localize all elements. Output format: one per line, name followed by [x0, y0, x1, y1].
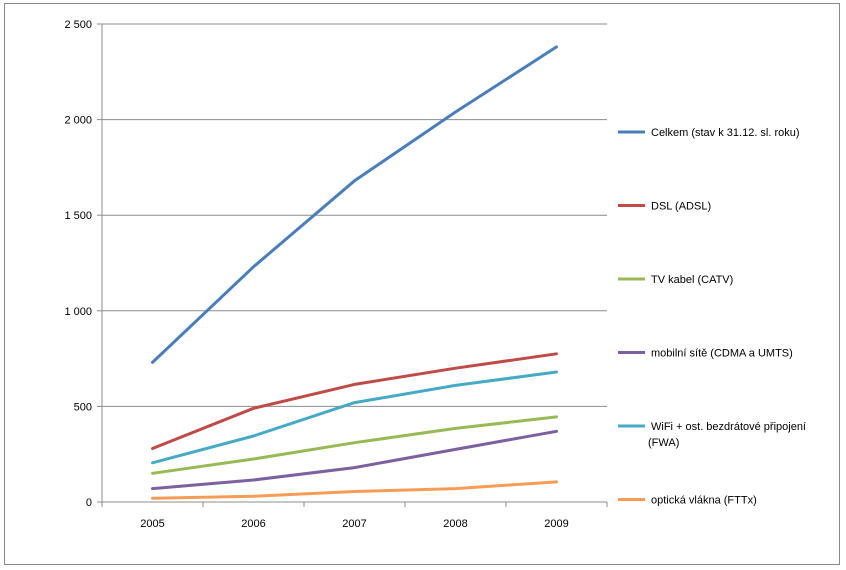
y-tick-label: 0	[86, 497, 92, 509]
gridlines	[102, 23, 607, 407]
y-axis-ticks: 0 500 1 000 1 500 2 000 2 500	[64, 19, 102, 509]
series-line	[151, 352, 558, 450]
y-tick-label: 500	[74, 401, 92, 413]
legend-item: mobilní sítě (CDMA a UMTS)	[618, 348, 793, 360]
legend-item: TV kabel (CATV)	[618, 274, 733, 286]
legend-item: optická vlákna (FTTx)	[618, 495, 757, 507]
x-tick-label: 2009	[544, 518, 568, 530]
legend-label: optická vlákna (FTTx)	[651, 495, 757, 507]
series-line	[151, 429, 558, 491]
legend-item: Celkem (stav k 31.12. sl. roku)	[618, 127, 800, 139]
series-line	[151, 370, 558, 465]
x-tick-label: 2008	[443, 518, 467, 530]
x-tick-label: 2007	[342, 518, 366, 530]
legend-item: DSL (ADSL)	[618, 201, 711, 213]
legend-label: (FWA)	[648, 437, 679, 449]
y-tick-label: 2 500	[64, 19, 92, 31]
x-axis-ticks: 2005 2006 2007 2008 2009	[101, 502, 608, 530]
y-tick-label: 1 000	[64, 306, 92, 318]
chart-frame	[4, 3, 840, 565]
legend-label: Celkem (stav k 31.12. sl. roku)	[651, 127, 800, 139]
legend-label: DSL (ADSL)	[651, 201, 711, 213]
series-line	[151, 45, 558, 364]
series-line	[151, 415, 558, 475]
x-tick-label: 2006	[241, 518, 265, 530]
legend-label: WiFi + ost. bezdrátové připojení	[651, 421, 806, 433]
axes	[101, 24, 607, 503]
legend: Celkem (stav k 31.12. sl. roku) DSL (ADSL…	[618, 127, 806, 507]
legend-label: mobilní sítě (CDMA a UMTS)	[651, 348, 793, 360]
series-lines	[151, 45, 558, 500]
y-tick-label: 1 500	[64, 210, 92, 222]
legend-item: WiFi + ost. bezdrátové připojení (FWA)	[618, 421, 806, 449]
y-tick-label: 2 000	[64, 115, 92, 127]
series-line	[151, 480, 558, 500]
legend-label: TV kabel (CATV)	[651, 274, 733, 286]
x-tick-label: 2005	[140, 518, 164, 530]
